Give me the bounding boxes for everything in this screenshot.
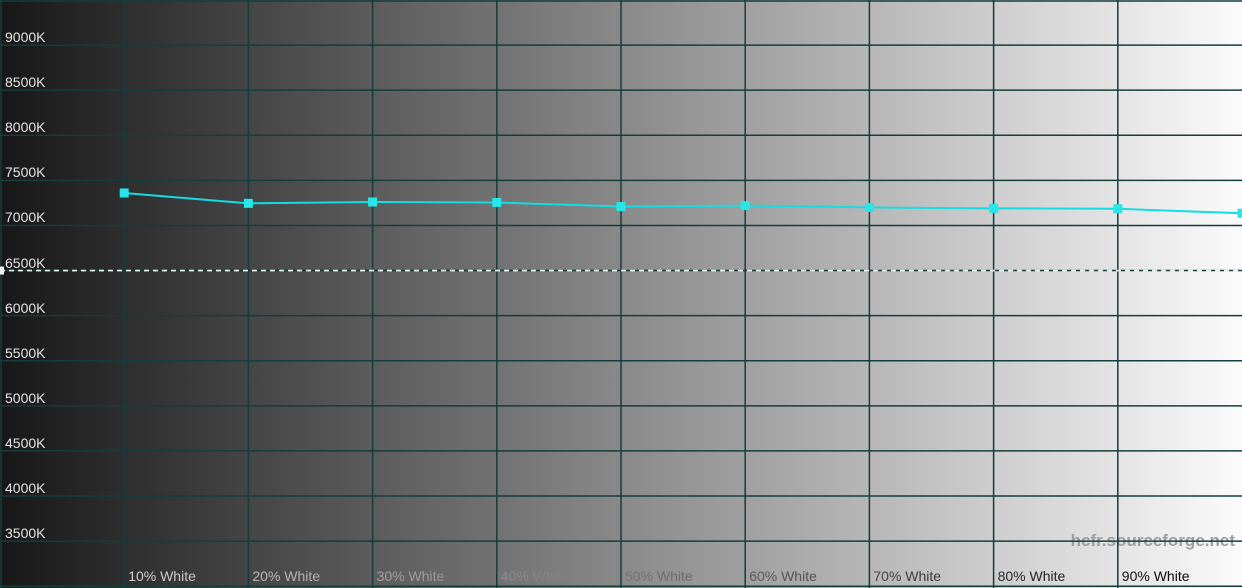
y-tick-label: 7000K xyxy=(5,209,46,226)
data-point-marker xyxy=(368,197,378,207)
data-point-marker xyxy=(1237,208,1242,218)
x-tick-label: 10% White xyxy=(128,568,196,584)
x-tick-label: 20% White xyxy=(252,568,321,584)
y-tick-label: 8500K xyxy=(5,74,46,91)
data-point-marker xyxy=(1113,204,1123,214)
y-tick-label: 5500K xyxy=(5,344,46,361)
data-point-marker xyxy=(243,198,253,208)
data-point-marker xyxy=(864,202,874,212)
x-tick-label: 70% White xyxy=(873,568,942,584)
data-point-marker xyxy=(989,203,999,213)
data-point-marker xyxy=(616,202,626,212)
y-tick-label: 4500K xyxy=(5,434,46,451)
x-tick-label: 40% White xyxy=(500,568,569,584)
x-tick-label: 80% White xyxy=(997,568,1066,584)
x-tick-label: 90% White xyxy=(1121,568,1190,584)
y-tick-label: 3500K xyxy=(5,525,46,542)
x-tick-label: 30% White xyxy=(376,568,445,584)
data-point-marker xyxy=(492,197,502,207)
x-tick-label: 50% White xyxy=(625,568,693,584)
temperature-series-line xyxy=(124,191,1242,215)
y-tick-label: 6000K xyxy=(5,299,46,316)
y-tick-label: 7500K xyxy=(5,164,46,181)
y-tick-label: 6500K xyxy=(5,254,46,271)
y-tick-label: 9000K xyxy=(5,29,46,46)
x-tick-label: 60% White xyxy=(749,568,817,584)
y-tick-label: 8000K xyxy=(5,119,46,136)
data-point-marker xyxy=(740,201,750,211)
reference-edge-marker xyxy=(0,266,4,275)
y-tick-label: 5000K xyxy=(5,389,46,406)
y-tick-label: 4000K xyxy=(5,480,46,496)
data-point-marker xyxy=(119,188,129,198)
